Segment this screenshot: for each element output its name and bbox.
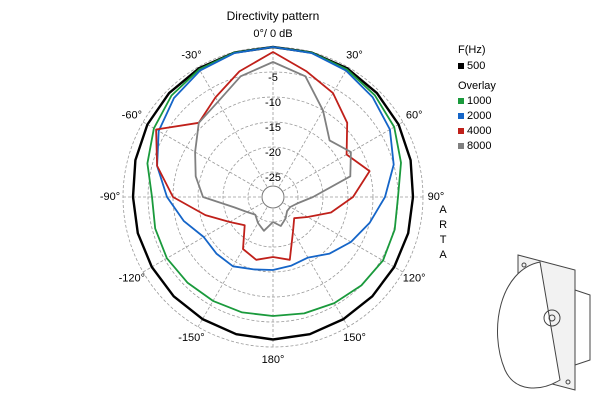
legend-swatch [458, 98, 464, 104]
legend-label: 8000 [467, 140, 491, 152]
grid-spoke [142, 121, 263, 192]
speaker-drawing [497, 254, 591, 391]
legend-label: 2000 [467, 110, 491, 122]
grid-spoke [283, 121, 404, 192]
theta-tick-label: 0°/ 0 dB [253, 28, 292, 40]
legend-swatch [458, 113, 464, 119]
legend-swatch [458, 128, 464, 134]
theta-tick-label: 120° [403, 272, 426, 284]
theta-tick-label: -30° [181, 50, 201, 62]
legend-label: 4000 [467, 125, 491, 137]
grid-spoke [278, 207, 349, 328]
grid-spoke [197, 66, 268, 187]
grid-spoke [278, 66, 349, 187]
r-tick-label: -10 [265, 97, 281, 109]
theta-tick-label: 90° [428, 191, 445, 203]
series-line [155, 51, 371, 261]
r-tick-label: -15 [265, 122, 281, 134]
legend-title: F(Hz) [458, 44, 486, 56]
r-tick-label: -20 [265, 147, 281, 159]
legend-swatch [458, 143, 464, 149]
grid-spoke [197, 207, 268, 328]
theta-tick-label: -60° [122, 109, 142, 121]
legend-label: 500 [467, 60, 485, 72]
theta-tick-label: -90° [100, 191, 120, 203]
series-line [156, 46, 395, 271]
side-label: ARTA [437, 204, 449, 264]
theta-tick-label: 180° [262, 354, 285, 366]
theta-tick-label: -150° [178, 332, 204, 344]
theta-tick-label: -120° [119, 272, 145, 284]
chart-title: Directivity pattern [227, 9, 320, 23]
grid-spoke [142, 202, 263, 273]
theta-tick-label: 60° [406, 109, 423, 121]
series-line [194, 61, 352, 232]
legend-label: 1000 [467, 95, 491, 107]
overlay-label: Overlay [458, 80, 496, 92]
r-tick-label: -5 [268, 72, 278, 84]
r-tick-label: -25 [265, 172, 281, 184]
theta-tick-label: 30° [346, 50, 363, 62]
center-hole [261, 185, 285, 209]
theta-tick-label: 150° [343, 332, 366, 344]
legend-swatch [458, 63, 464, 69]
